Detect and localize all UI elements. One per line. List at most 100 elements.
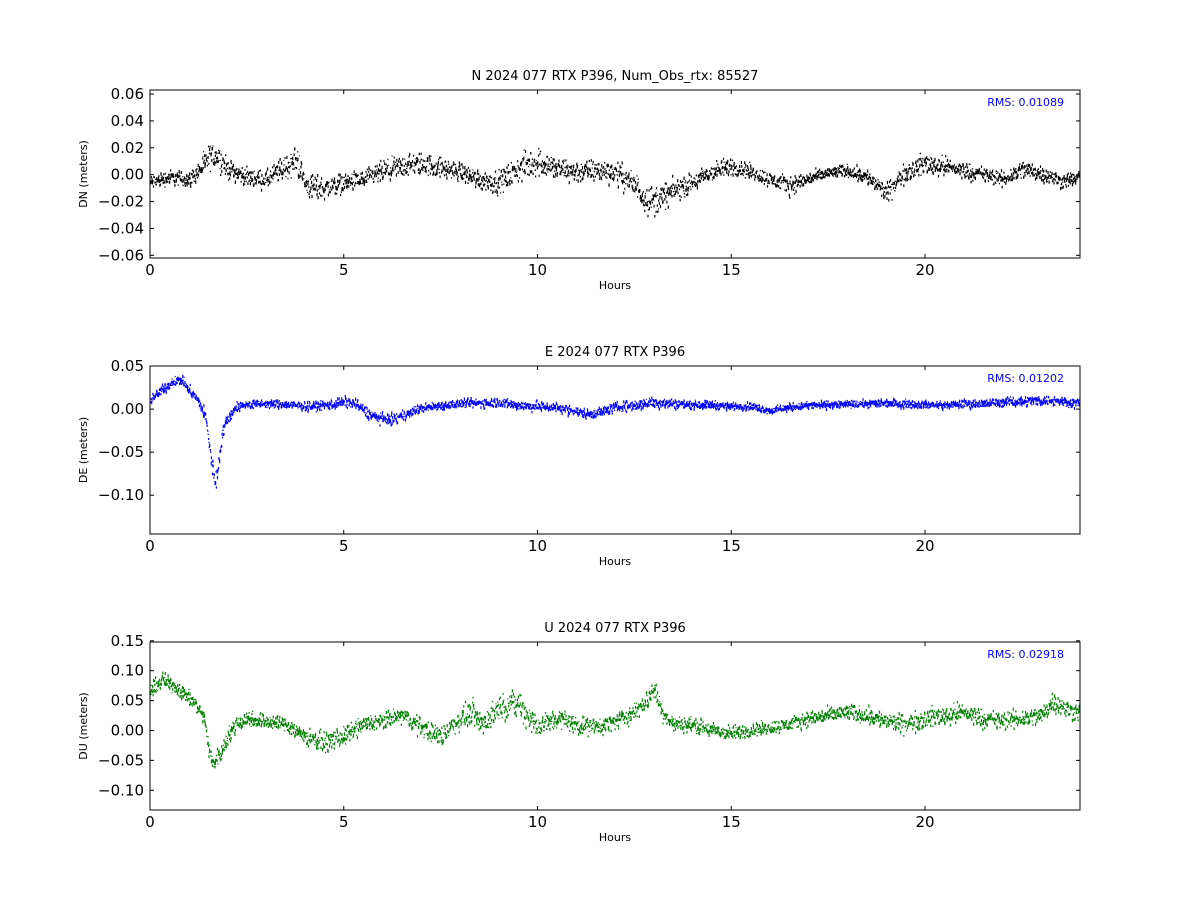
panel-east-data-point [493,400,496,403]
panel-north-data-point [985,170,987,173]
panel-north-data-point [193,174,195,177]
panel-north-data-point [389,172,391,176]
panel-north-data-point [259,169,262,172]
panel-north-data-point [382,175,384,178]
panel-north-data-point [666,200,668,204]
panel-east-data-point [201,406,203,409]
panel-north-data-point [501,183,503,186]
panel-east-data-point [226,421,229,425]
panel-north-data-point [461,174,463,177]
panel-north-data-point [888,198,890,202]
panel-north-data-point [549,163,551,166]
panel-north-data-point [848,172,850,175]
panel-east-data-point [608,410,610,414]
panel-north-data-point [279,158,281,161]
panel-east-data-point [175,384,177,386]
panel-east-data-point [510,401,512,405]
panel-east-data-point [281,404,283,409]
panel-north-data-point [552,158,554,161]
panel-north-data-point [278,160,280,164]
panel-east-data-point [376,414,378,418]
panel-north-data-point [627,183,629,185]
panel-north-data-point [189,176,191,180]
panel-east-data-point [976,404,978,406]
panel-north-data-point [499,177,501,180]
panel-north-data-point [151,178,153,182]
panel-east-data-point [168,386,170,388]
panel-north-data-point [252,179,254,182]
panel-north-data-point [701,175,703,177]
panel-east-data-point [570,408,572,411]
panel-north-data-point [351,182,353,186]
panel-east-data-point [989,401,991,404]
panel-east-data-point [728,403,730,407]
panel-north-data-point [458,168,460,171]
panel-north-data-point [245,180,247,183]
panel-east-data-point [277,405,279,408]
panel-east-data-point [839,401,841,405]
panel-east-data-point [374,415,376,419]
panel-north-data-point [315,184,317,188]
panel-east-data-point [151,397,153,399]
panel-north-data-point [1034,167,1036,172]
panel-north-data-point [758,177,760,180]
panel-east-data-point [582,414,584,417]
panel-north-data-point [603,170,605,174]
panel-east-data-point [963,404,965,406]
panel-east-data-point [306,405,308,408]
panel-north-data-point [151,181,153,183]
panel-east-data-point [705,400,707,402]
panel-east-data-point [620,407,623,409]
panel-east-data-point [697,406,699,408]
panel-north-data-point [911,171,913,175]
panel-north-data-point [500,192,502,194]
panel-east-data-point [422,410,424,413]
panel-east-data-point [970,408,972,410]
panel-north-data-point [1076,176,1078,180]
panel-east-data-point [702,402,704,407]
panel-north-data-point [886,187,888,190]
panel-north-data-point [875,179,877,183]
panel-north-data-point [710,167,712,170]
panel-east-data-point [889,403,891,407]
panel-north-data-point [548,169,550,171]
panel-north-data-point [866,174,868,177]
panel-east-data-point [952,402,954,405]
panel-north-data-point [549,168,551,171]
panel-north-data-point [401,172,404,176]
panel-north-xtick-label: 15 [722,261,741,279]
panel-east-data-point [887,401,889,404]
panel-north-data-point [378,172,380,175]
panel-north-data-point [214,164,216,166]
panel-east-data-point [179,382,181,385]
panel-north-data-point [620,171,622,174]
panel-north-data-point [945,164,947,167]
panel-east-data-point [317,401,319,405]
panel-east-data-point [503,400,505,403]
panel-north-data-point [492,190,494,194]
panel-north-data-point [637,196,639,198]
panel-north-data-point [304,181,306,185]
panel-east-data-point [521,406,523,409]
panel-east-data-point [416,409,418,412]
panel-east-data-point [237,403,239,405]
panel-east-data-point [361,408,363,412]
panel-east-data-point [466,399,468,403]
panel-north-data-point [415,159,418,164]
panel-north-data-point [812,177,814,179]
panel-north-data-point [656,210,658,213]
panel-north-data-point [508,181,510,184]
panel-east-data-point [556,404,558,406]
panel-north-data-point [928,168,930,170]
panel-east-data-point [793,406,795,408]
panel-east-data-point [416,404,419,407]
panel-north-data-point [269,182,271,185]
panel-east-data-point [287,405,289,408]
panel-east-data-point [868,402,871,406]
panel-north-data-point [312,188,314,191]
panel-north-data-point [511,180,513,184]
panel-east-data-point [725,406,727,410]
panel-north-data-point [182,180,185,182]
panel-east-data-point [986,399,988,402]
panel-north-data-point [720,169,722,171]
